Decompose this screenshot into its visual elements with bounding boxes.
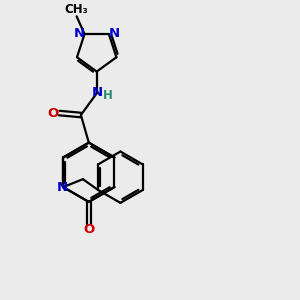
Text: O: O: [83, 223, 94, 236]
Text: N: N: [108, 27, 119, 40]
Text: O: O: [48, 106, 59, 119]
Text: CH₃: CH₃: [65, 3, 88, 16]
Text: N: N: [74, 27, 85, 40]
Text: H: H: [103, 89, 112, 102]
Text: N: N: [92, 86, 103, 99]
Text: N: N: [57, 181, 68, 194]
